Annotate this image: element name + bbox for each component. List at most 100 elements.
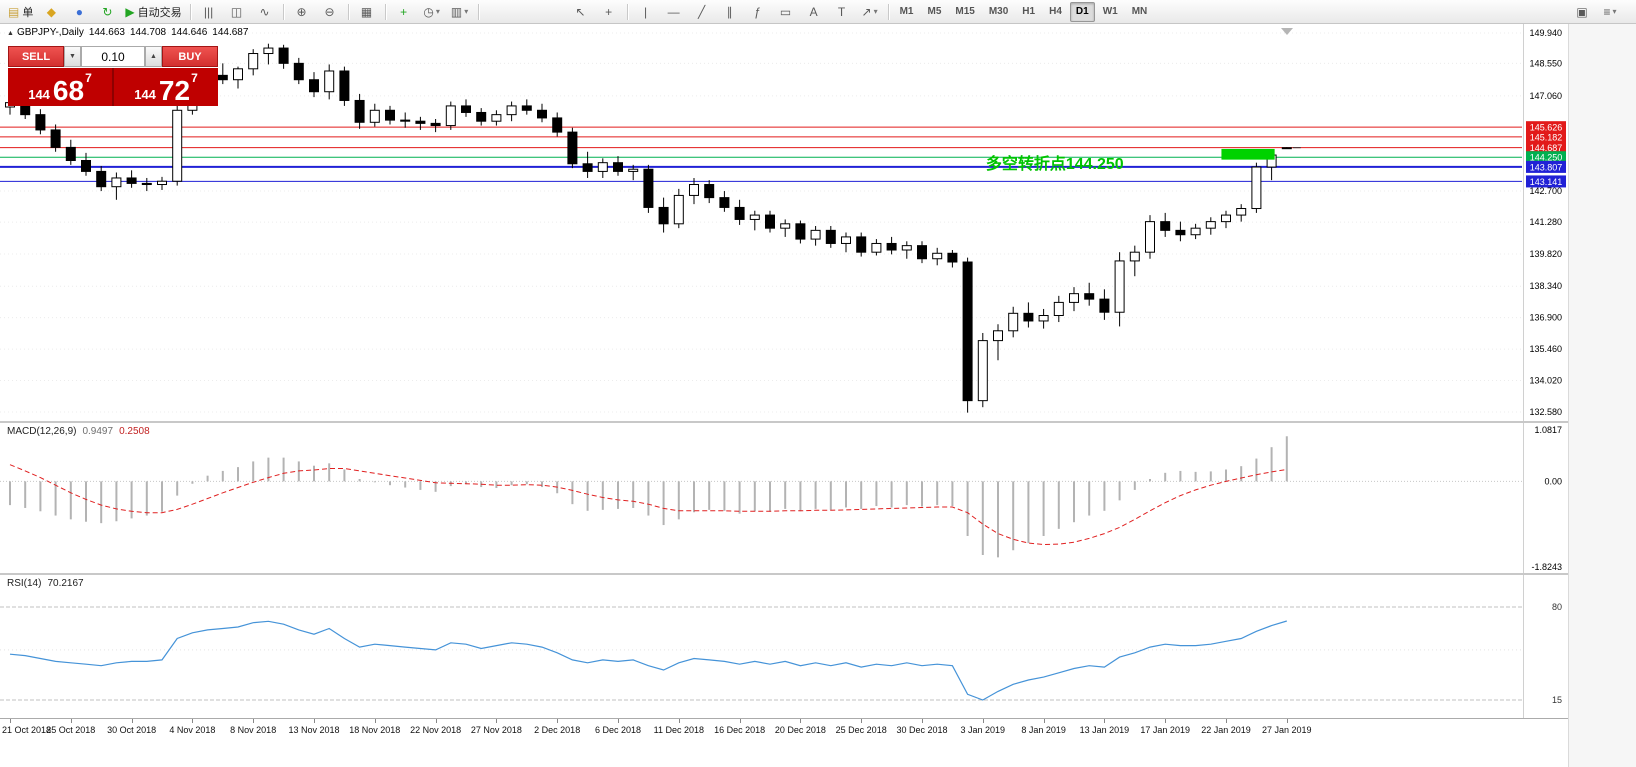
bar-chart-icon[interactable]: ||| — [203, 4, 214, 19]
ask-price: 144 72 7 — [112, 68, 218, 106]
accounts-icon[interactable]: ● — [75, 4, 83, 19]
autotrade-button[interactable]: ▶ 自动交易 — [125, 4, 182, 19]
time-axis-label: 30 Dec 2018 — [896, 725, 948, 735]
window-list-icon[interactable]: ≡ ▾ — [1603, 4, 1617, 19]
crosshair-icon[interactable]: + — [605, 4, 613, 19]
time-axis-label: 8 Jan 2019 — [1021, 725, 1066, 735]
time-axis-tick — [192, 719, 194, 723]
price-chart-canvas[interactable]: 149.940 148.550 147.060 142.700 141.280 139.8… — [0, 24, 1568, 421]
time-axis-tick — [739, 719, 741, 723]
bid-pip-digit: 7 — [85, 71, 92, 85]
time-axis-tick — [1043, 719, 1045, 723]
timeframe-mn[interactable]: MN — [1131, 6, 1148, 17]
text-tool-icon[interactable]: A — [809, 4, 818, 19]
periods-icon[interactable]: ◷ ▾ — [423, 4, 440, 19]
price-axis-label: 132.580 — [1529, 407, 1562, 417]
channel-tool-icon[interactable]: ∥ — [726, 4, 733, 19]
fibonacci-tool-icon[interactable]: ƒ — [754, 4, 761, 19]
price-axis-label: 149.940 — [1529, 28, 1562, 38]
textlabel-tool-icon[interactable]: T — [837, 4, 846, 19]
buy-button[interactable]: BUY — [162, 46, 218, 67]
timeframe-m1[interactable]: M1 — [899, 6, 914, 17]
time-axis-tick — [374, 719, 376, 723]
new-window-icon[interactable]: ▣ — [1576, 4, 1588, 19]
price-axis-label: 136.900 — [1529, 313, 1562, 323]
symbol-ohlc-header: ▲ GBPJPY-,Daily 144.663 144.708 144.646 144.6… — [7, 27, 253, 38]
new-order-button[interactable]: ▤ 单 — [8, 4, 34, 19]
zoom-in-icon[interactable]: ⊕ — [296, 4, 307, 19]
price-level-badge — [1526, 175, 1566, 188]
pivot-annotation-text[interactable]: 多空转折点144.250 — [986, 154, 1124, 173]
cursor-icon[interactable]: ↖ — [575, 4, 586, 19]
time-axis-label: 27 Nov 2018 — [470, 725, 522, 735]
hline-tool-icon[interactable]: — — [667, 4, 680, 19]
price-level-badge-label: 143.807 — [1530, 162, 1563, 172]
bid-big-digits: 68 — [52, 75, 85, 107]
macd-signal-line — [9, 464, 1287, 546]
line-chart-icon[interactable]: ∿ — [259, 4, 270, 19]
rsi-value: 70.2167 — [47, 578, 84, 589]
time-axis-tick — [70, 719, 72, 723]
bid-prefix: 144 — [28, 87, 50, 102]
time-axis-label: 22 Jan 2019 — [1201, 725, 1251, 735]
rsi-line — [9, 620, 1287, 701]
price-level-badge-label: 144.687 — [1530, 143, 1563, 153]
timeframe-m30[interactable]: M30 — [988, 6, 1009, 17]
rsi-axis-label: 15 — [1552, 695, 1562, 705]
panel-splitter[interactable] — [0, 421, 1568, 423]
refresh-icon[interactable]: ↻ — [102, 4, 113, 19]
timeframe-m15[interactable]: M15 — [955, 6, 975, 17]
time-axis-tick — [131, 719, 133, 723]
volume-input[interactable] — [81, 46, 145, 67]
time-axis-label: 21 Oct 2018 — [2, 725, 52, 735]
vline-tool-icon[interactable]: | — [644, 4, 648, 19]
workspace: 149.940 148.550 147.060 142.700 141.280 139.8… — [0, 24, 1636, 767]
arrows-tool-icon[interactable]: ↗ ▾ — [861, 4, 878, 19]
price-level-badge — [1526, 160, 1566, 173]
time-axis-label: 25 Dec 2018 — [835, 725, 887, 735]
price-axis-label: 141.280 — [1529, 217, 1562, 227]
volume-increase-button[interactable]: ▲ — [145, 46, 162, 67]
volume-decrease-button[interactable]: ▼ — [64, 46, 81, 67]
macd-signal-value: 0.2508 — [119, 426, 150, 437]
tile-windows-icon[interactable]: ▦ — [360, 4, 373, 19]
timeframe-h4[interactable]: H4 — [1049, 6, 1062, 17]
ask-big-digits: 72 — [158, 75, 191, 107]
time-axis-tick — [1165, 719, 1167, 723]
toolbar-separator — [189, 3, 191, 20]
indicators-icon[interactable]: + — [400, 4, 408, 19]
price-axis-label: 138.340 — [1529, 281, 1562, 291]
candlestick-chart-icon[interactable]: ◫ — [230, 4, 243, 19]
templates-icon[interactable]: ▥ ▾ — [450, 4, 469, 19]
timeframe-h1[interactable]: H1 — [1022, 6, 1036, 17]
toolbar-separator — [477, 3, 479, 20]
one-click-trading-widget: SELL ▼ ▲ BUY 144 68 7 144 — [8, 46, 218, 106]
chart-window: 149.940 148.550 147.060 142.700 141.280 139.8… — [0, 24, 1568, 767]
chart-shift-marker[interactable] — [1281, 28, 1293, 35]
rsi-header: RSI(14) 70.2167 — [7, 578, 90, 589]
highlight-rectangle[interactable] — [1221, 148, 1275, 160]
sell-button[interactable]: SELL — [8, 46, 64, 67]
timeframe-w1[interactable]: W1 — [1102, 6, 1118, 17]
toolbar-separator — [384, 3, 386, 20]
panel-splitter[interactable] — [0, 573, 1568, 575]
ohlc-open: 144.663 — [88, 27, 125, 38]
price-level-badge-label: 145.626 — [1530, 123, 1563, 133]
ask-pip-digit: 7 — [191, 71, 198, 85]
trendline-tool-icon[interactable]: ╱ — [697, 4, 706, 19]
price-level-badge — [1526, 130, 1566, 143]
timeframe-d1[interactable]: D1 — [1069, 1, 1095, 22]
chart-window-icon[interactable]: ◆ — [46, 4, 56, 19]
shapes-tool-icon[interactable]: ▭ — [779, 4, 792, 19]
timeframe-m5[interactable]: M5 — [927, 6, 942, 17]
rsi-canvas[interactable]: 80 15 — [0, 575, 1568, 718]
ohlc-close: 144.687 — [212, 27, 249, 38]
zoom-out-icon[interactable]: ⊖ — [324, 4, 335, 19]
time-axis-label: 8 Nov 2018 — [230, 725, 277, 735]
macd-canvas[interactable]: 1.0817 0.00 -1.8243 — [0, 423, 1568, 573]
time-axis-tick — [678, 719, 680, 723]
time-axis[interactable]: 21 Oct 2018 25 Oct 2018 30 Oct 2018 4 Nov 2… — [0, 718, 1568, 742]
toolbar-separator — [626, 3, 628, 20]
price-axis-label: 147.060 — [1529, 91, 1562, 101]
